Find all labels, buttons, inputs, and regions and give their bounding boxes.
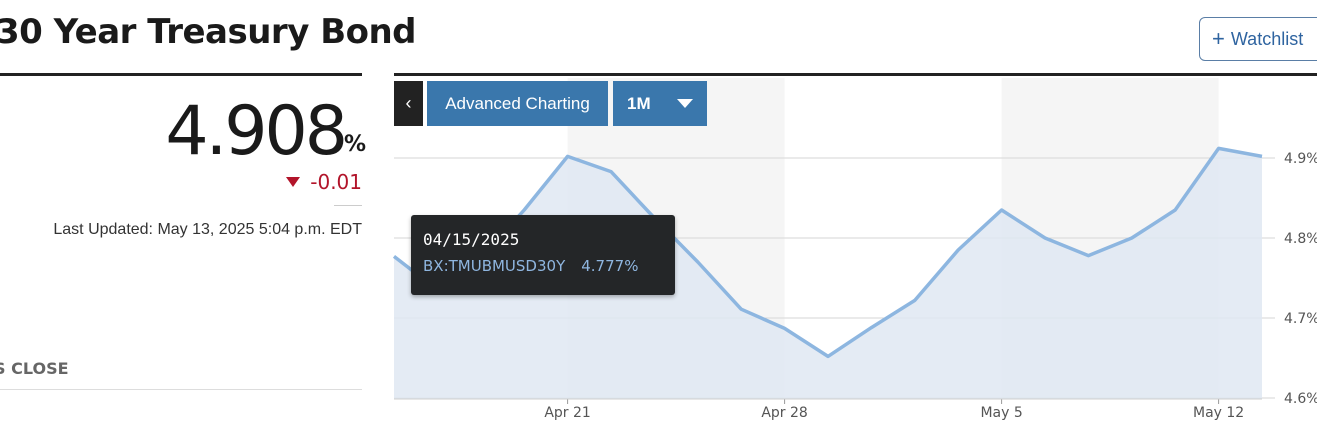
add-to-watchlist-button[interactable]: + Watchlist [1199, 17, 1317, 61]
yield-unit: % [344, 132, 367, 157]
tooltip-date: 04/15/2025 [423, 230, 520, 249]
close-divider [0, 389, 362, 390]
chevron-left-icon: ‹ [405, 93, 412, 113]
x-tick-label: May 12 [1193, 405, 1244, 421]
time-range-value: 1M [627, 93, 651, 113]
y-tick-label: 4.7% [1284, 311, 1317, 327]
x-tick-label: May 5 [980, 405, 1022, 421]
y-tick-label: 4.9% [1284, 151, 1317, 167]
page-title: 30 Year Treasury Bond [0, 12, 417, 52]
x-tick-label: Apr 21 [544, 405, 590, 421]
bond-yield-value: 4.908 [165, 92, 348, 171]
plus-icon: + [1212, 26, 1225, 51]
down-arrow-icon [286, 177, 301, 187]
tooltip-symbol: BX:TMUBMUSD30Y [423, 257, 566, 275]
chart-top-rule [394, 73, 1317, 76]
change-divider [334, 205, 362, 206]
collapse-panel-button[interactable]: ‹ [394, 81, 423, 126]
y-tick-label: 4.8% [1284, 231, 1317, 247]
close-section-label: S CLOSE [0, 359, 69, 378]
tooltip-value: 4.777% [581, 257, 639, 275]
chart-tooltip: 04/15/2025 BX:TMUBMUSD30Y 4.777% [411, 215, 675, 295]
y-tick-label: 4.6% [1284, 391, 1317, 407]
advanced-charting-button[interactable]: Advanced Charting [427, 81, 608, 126]
chart-area-fill [394, 148, 1262, 399]
close-label-text: CLOSE [11, 359, 69, 378]
watchlist-label: Watchlist [1230, 28, 1304, 49]
change-value: -0.01 [310, 170, 362, 194]
last-updated-timestamp: Last Updated: May 13, 2025 5:04 p.m. EDT [53, 221, 362, 238]
time-range-select[interactable]: 1M [613, 81, 707, 126]
quote-divider [0, 73, 362, 76]
yield-change: -0.01 [286, 170, 362, 194]
x-tick-label: Apr 28 [761, 405, 807, 421]
chart-series-line [392, 146, 1263, 359]
tooltip-row: BX:TMUBMUSD30Y 4.777% [423, 257, 663, 275]
caret-down-icon [677, 99, 693, 108]
